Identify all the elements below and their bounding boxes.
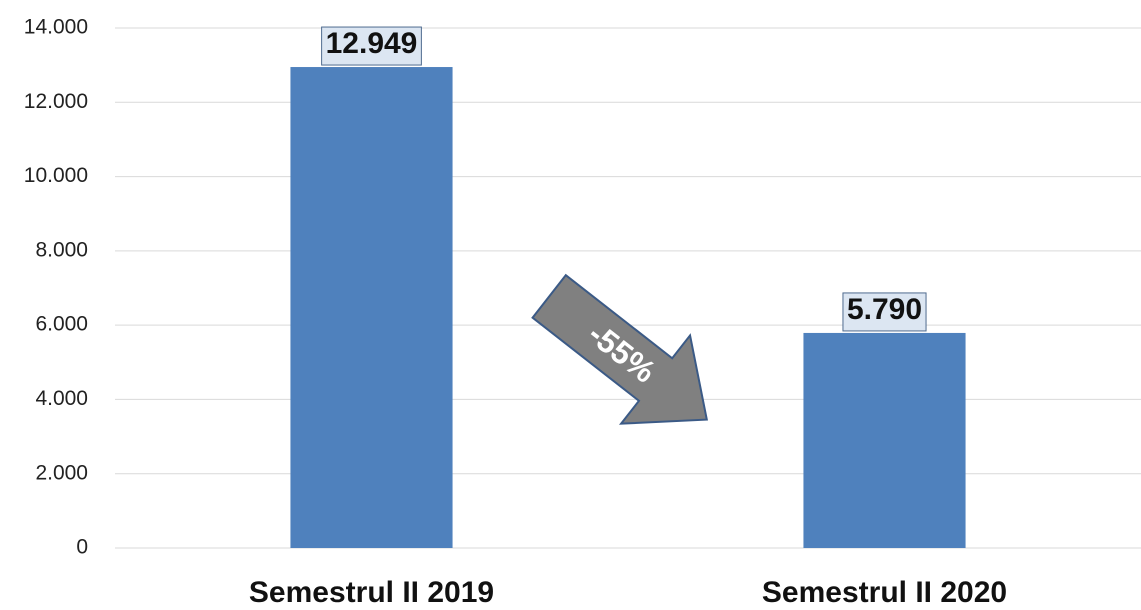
y-tick-label: 6.000 bbox=[35, 313, 88, 336]
y-tick-label: 10.000 bbox=[24, 164, 88, 187]
y-tick-label: 0 bbox=[76, 536, 88, 559]
change-arrow: -55% bbox=[531, 273, 709, 425]
value-label-box bbox=[321, 26, 422, 66]
plot: 0 2.000 4.000 6.000 8.000 10.000 12.000 14.000 S… bbox=[24, 16, 1141, 609]
value-label-box bbox=[842, 292, 927, 332]
x-tick-label: Semestrul II 2019 bbox=[249, 576, 494, 609]
y-tick-label: 2.000 bbox=[35, 461, 88, 484]
bar bbox=[803, 332, 966, 548]
bar bbox=[290, 67, 453, 548]
arrow-shape bbox=[531, 273, 709, 425]
y-tick-label: 14.000 bbox=[24, 16, 88, 39]
x-tick-label: Semestrul II 2020 bbox=[762, 576, 1007, 609]
y-tick-label: 4.000 bbox=[35, 387, 88, 410]
value-label: 12.949 bbox=[326, 27, 418, 60]
y-tick-label: 12.000 bbox=[24, 90, 88, 113]
y-tick-label: 8.000 bbox=[35, 238, 88, 261]
value-label: 5.790 bbox=[847, 293, 922, 326]
